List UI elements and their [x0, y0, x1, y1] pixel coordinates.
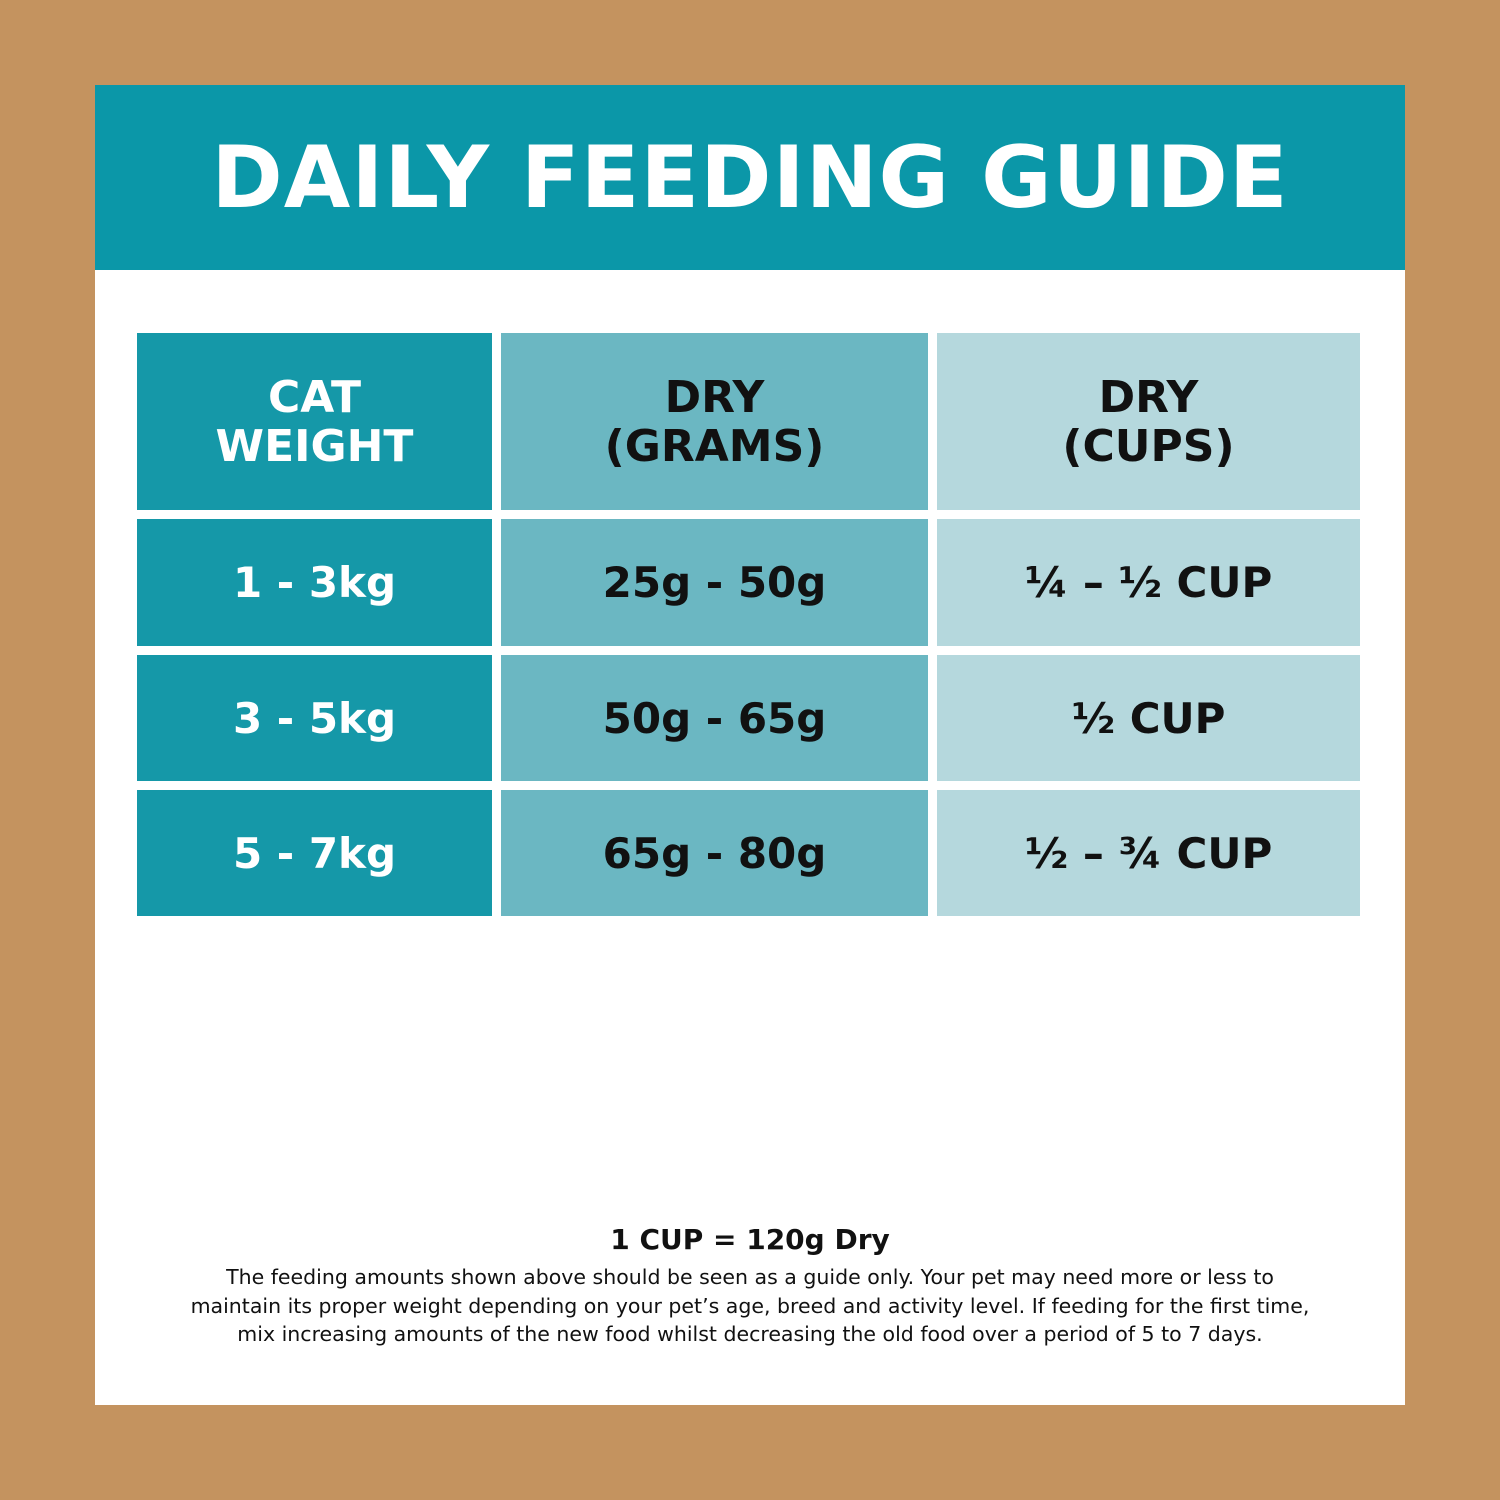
note-line: The feeding amounts shown above should b… — [226, 1265, 1274, 1289]
cup-conversion: 1 CUP = 120g Dry — [610, 1223, 890, 1256]
header-line: DRY — [664, 371, 765, 423]
note-line: mix increasing amounts of the new food w… — [237, 1322, 1263, 1346]
cell-weight: 1 - 3kg — [137, 519, 492, 646]
header-dry-grams: DRY (GRAMS) — [501, 333, 928, 510]
header-line: (GRAMS) — [604, 420, 825, 472]
cell-cups: ½ – ¾ CUP — [937, 790, 1360, 916]
header-line: WEIGHT — [215, 420, 414, 472]
header-line: (CUPS) — [1062, 420, 1235, 472]
page-title: DAILY FEEDING GUIDE — [211, 127, 1289, 228]
feeding-guide-card: DAILY FEEDING GUIDE CAT WEIGHT DRY (GRAMS)… — [95, 85, 1405, 1405]
header-dry-cups: DRY (CUPS) — [937, 333, 1360, 510]
cell-weight: 5 - 7kg — [137, 790, 492, 916]
cell-cups: ½ CUP — [937, 655, 1360, 781]
title-banner: DAILY FEEDING GUIDE — [95, 85, 1405, 270]
header-cat-weight: CAT WEIGHT — [137, 333, 492, 510]
header-line: CAT — [268, 371, 361, 423]
feeding-note: The feeding amounts shown above should b… — [95, 1263, 1405, 1349]
cell-grams: 50g - 65g — [501, 655, 928, 781]
cell-grams: 25g - 50g — [501, 519, 928, 646]
note-line: maintain its proper weight depending on … — [190, 1293, 1310, 1318]
cell-cups: ¼ – ½ CUP — [937, 519, 1360, 646]
cell-weight: 3 - 5kg — [137, 655, 492, 781]
header-line: DRY — [1098, 371, 1199, 423]
cell-grams: 65g - 80g — [501, 790, 928, 916]
